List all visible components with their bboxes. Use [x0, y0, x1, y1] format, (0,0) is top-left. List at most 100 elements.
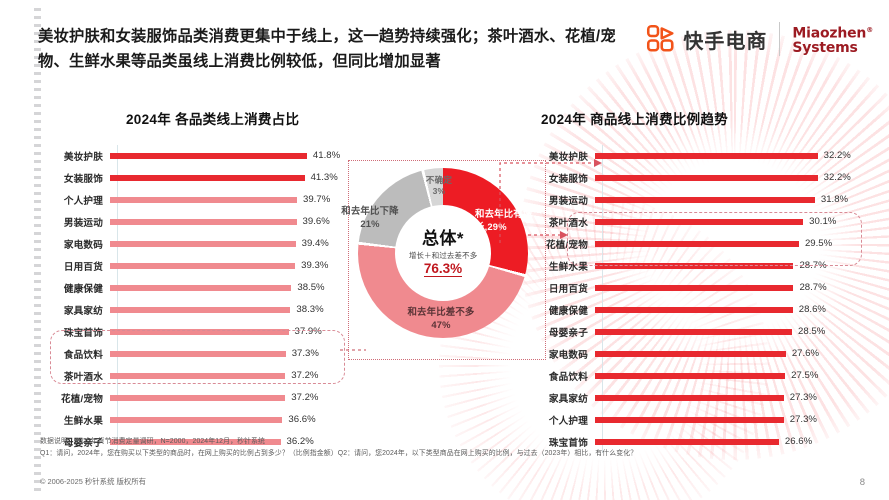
donut-label-unsure: 不确定 3% [412, 175, 466, 197]
bar-track: 27.3% [595, 387, 868, 409]
bar-category-label: 女装服饰 [548, 174, 588, 185]
kuaishou-brand-label: 快手电商 [683, 30, 768, 53]
bar-value-label: 32.2% [823, 172, 851, 183]
bar-category-label: 生鲜水果 [548, 262, 588, 273]
bar-fill [595, 417, 784, 423]
bar-value-label: 32.2% [823, 150, 851, 161]
donut-label-same-l2: 47% [431, 318, 451, 330]
bar-fill [110, 439, 281, 445]
bar-value-label: 31.8% [820, 194, 849, 205]
bar-value-label: 38.5% [297, 282, 325, 293]
bar-fill [595, 219, 804, 225]
bar-category-label: 母婴亲子 [548, 328, 588, 339]
bar-value-label: 37.3% [291, 348, 319, 359]
overall-donut-chart: 总体* 增长＋和过去差不多 76.3% [358, 168, 528, 338]
bar-fill [110, 153, 307, 159]
bar-row: 花植/宠物 29.5% [533, 233, 868, 255]
bar-row: 日用百货 28.7% [533, 277, 868, 299]
bar-category-label: 茶叶酒水 [548, 218, 588, 229]
bar-fill [110, 219, 297, 225]
bar-row: 个人护理 39.7% [52, 189, 352, 211]
bar-row: 茶叶酒水 30.1% [533, 211, 868, 233]
bar-row: 家电数码 39.4% [52, 233, 352, 255]
bar-row: 生鲜水果 36.6% [52, 409, 352, 431]
bar-value-label: 37.2% [291, 392, 319, 403]
bar-row: 男装运动 31.8% [533, 189, 868, 211]
bar-row: 家具家纺 38.3% [52, 299, 352, 321]
donut-center-value: 76.3% [423, 261, 463, 277]
bar-value-label: 41.3% [310, 172, 338, 183]
bar-track: 28.6% [595, 299, 868, 321]
bar-value-label: 28.7% [799, 260, 827, 271]
bar-track: 31.8% [595, 189, 868, 211]
bar-category-label: 女装服饰 [63, 174, 103, 185]
bar-fill [110, 307, 291, 313]
donut-center: 总体* 增长＋和过去差不多 76.3% [395, 205, 491, 301]
brand-divider [779, 22, 781, 56]
copyright-notice: © 2006-2025 秒针系统 版权所有 [40, 477, 147, 486]
bar-fill [595, 263, 794, 269]
bar-value-label: 27.3% [789, 414, 817, 425]
bar-track: 28.5% [595, 321, 868, 343]
bar-track: 37.3% [110, 343, 352, 365]
bar-value-label: 30.1% [809, 216, 837, 227]
bar-row: 个人护理 27.3% [533, 409, 868, 431]
bar-track: 37.2% [110, 387, 352, 409]
donut-label-same-l1: 和去年比差不多 [407, 306, 475, 317]
bar-row: 日用百货 39.3% [52, 255, 352, 277]
footnote-questions: Q1：请问，2024年，您在购买以下类型的商品时，在网上购买的比例占到多少？（比… [40, 449, 638, 457]
bar-value-label: 28.5% [798, 326, 826, 337]
bar-track: 27.5% [595, 365, 868, 387]
left-chart-axis [117, 145, 118, 453]
bar-track: 28.7% [595, 277, 868, 299]
bar-row: 生鲜水果 28.7% [533, 255, 868, 277]
bar-value-label: 26.6% [784, 436, 813, 447]
page-number: 8 [859, 477, 865, 488]
page-title: 美妆护肤和女装服饰品类消费更集中于线上，这一趋势持续强化；茶叶酒水、花植/宠物、… [38, 28, 616, 70]
bar-row: 健康保健 38.5% [52, 277, 352, 299]
bar-track: 41.3% [110, 167, 352, 189]
bar-row: 女装服饰 32.2% [533, 167, 868, 189]
bar-fill [110, 373, 286, 379]
right-chart-axis [602, 145, 603, 453]
donut-label-unsure-l1: 不确定 [425, 175, 453, 185]
bar-row: 男装运动 39.6% [52, 211, 352, 233]
bar-row: 食品饮料 37.3% [52, 343, 352, 365]
bar-track: 26.6% [595, 431, 868, 453]
bar-row: 家具家纺 27.3% [533, 387, 868, 409]
bar-value-label: 39.6% [302, 216, 330, 227]
bar-track: 38.5% [110, 277, 352, 299]
bar-category-label: 个人护理 [63, 196, 103, 207]
donut-label-growth-l1: 和去年比有增 [475, 208, 533, 219]
bar-fill [595, 439, 779, 445]
bar-track: 39.3% [110, 255, 352, 277]
bar-fill [110, 263, 296, 269]
bar-value-label: 28.6% [798, 304, 826, 315]
donut-label-decline: 和去年比下降 21% [330, 205, 410, 230]
bar-value-label: 27.5% [791, 370, 819, 381]
right-chart-title: 2024年 商品线上消费比例趋势 [541, 112, 729, 127]
bar-fill [595, 153, 818, 159]
left-bar-chart: 美妆护肤 41.8% 女装服饰 41.3% 个人护理 39.7% 男装运动 39.6% 家电数码… [52, 145, 352, 453]
footnotes: 数据说明：2025年货节消费定量调研，N=2000，2024年12月，秒针系统 … [40, 436, 637, 459]
donut-label-growth-l2: 长,29% [475, 220, 507, 232]
bar-fill [110, 329, 289, 335]
bar-row: 健康保健 28.6% [533, 299, 868, 321]
bar-track: 38.3% [110, 299, 352, 321]
bar-track: 32.2% [595, 145, 868, 167]
bar-row: 女装服饰 41.3% [52, 167, 352, 189]
bar-track: 29.5% [595, 233, 868, 255]
bar-value-label: 41.8% [312, 150, 341, 161]
bar-fill [595, 351, 786, 357]
bar-value-label: 36.2% [286, 436, 314, 447]
bar-category-label: 珠宝首饰 [548, 438, 588, 449]
bar-track: 36.2% [110, 431, 352, 453]
bar-track: 28.7% [595, 255, 868, 277]
bar-row: 珠宝首饰 37.9% [52, 321, 352, 343]
bar-fill [110, 197, 298, 203]
bar-category-label: 食品饮料 [548, 372, 588, 383]
donut-label-same: 和去年比差不多 47% [393, 306, 489, 331]
bar-row: 茶叶酒水 37.2% [52, 365, 352, 387]
bar-track: 39.4% [110, 233, 352, 255]
bar-value-label: 29.5% [804, 238, 833, 249]
